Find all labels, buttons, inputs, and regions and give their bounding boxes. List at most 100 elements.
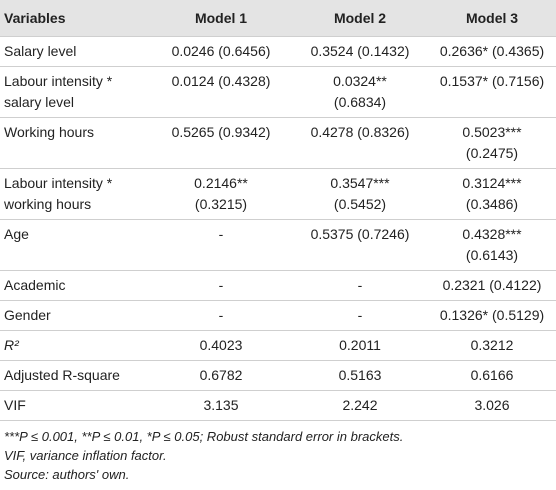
table-row: Gender - - 0.1326* (0.5129) [0, 300, 556, 331]
cell: 0.4328*** (0.6143) [428, 219, 556, 271]
cell: 0.2321 (0.4122) [428, 270, 556, 301]
cell-text: VIF [4, 397, 26, 413]
cell-text: 0.0246 (0.6456) [171, 43, 271, 59]
cell: 0.1326* (0.5129) [428, 300, 556, 331]
cell: 0.1537* (0.7156) [428, 66, 556, 118]
table-row: Adjusted R-square 0.6782 0.5163 0.6166 [0, 360, 556, 391]
cell: 0.3524 (0.1432) [292, 36, 428, 67]
cell: 0.3124*** (0.3486) [428, 168, 556, 220]
table-row: Labour intensity * salary level 0.0124 (0… [0, 66, 556, 118]
cell-text: 3.135 [203, 397, 239, 413]
cell: - [150, 219, 292, 271]
cell-text: 0.1326* (0.5129) [439, 307, 545, 323]
cell-text: Labour intensity * salary level [4, 73, 113, 110]
cell: - [292, 270, 428, 301]
cell-text: 0.5375 (0.7246) [310, 226, 410, 242]
cell-text: Academic [4, 277, 66, 293]
cell-text: 0.2011 [339, 337, 381, 353]
cell-text: 0.0124 (0.4328) [171, 73, 271, 89]
cell-text: 0.5163 [338, 367, 382, 383]
footnotes: ***P ≤ 0.001, **P ≤ 0.01, *P ≤ 0.05; Rob… [0, 421, 556, 490]
cell: 0.2146** (0.3215) [150, 168, 292, 220]
cell-text: 0.4278 (0.8326) [310, 124, 410, 140]
cell: 0.5163 [292, 360, 428, 391]
table-row: Labour intensity * working hours 0.2146**… [0, 168, 556, 220]
cell: 0.4278 (0.8326) [292, 117, 428, 169]
table-row: R² 0.4023 0.2011 0.3212 [0, 330, 556, 361]
cell: 0.3547*** (0.5452) [292, 168, 428, 220]
cell-text: 0.3547*** (0.5452) [330, 175, 390, 212]
cell: 0.5265 (0.9342) [150, 117, 292, 169]
cell-text: 0.3524 (0.1432) [310, 43, 410, 59]
cell-text: 0.6166 [470, 367, 514, 383]
cell-text: 0.2636* (0.4365) [439, 43, 545, 59]
cell-text: - [218, 307, 224, 323]
cell: 0.3212 [428, 330, 556, 361]
cell: 0.0124 (0.4328) [150, 66, 292, 118]
cell-text: 0.2321 (0.4122) [442, 277, 542, 293]
row-label: Gender [0, 300, 150, 331]
cell-text: - [357, 277, 363, 293]
cell: 0.6166 [428, 360, 556, 391]
table-body: Salary level 0.0246 (0.6456) 0.3524 (0.143… [0, 36, 556, 421]
table-row: VIF 3.135 2.242 3.026 [0, 390, 556, 421]
row-label: Labour intensity * working hours [0, 168, 150, 220]
cell-text: 0.2146** (0.3215) [194, 175, 248, 212]
cell: 2.242 [292, 390, 428, 421]
row-label: Age [0, 219, 150, 271]
header-cell: Model 1 [150, 0, 292, 37]
table-row: Age - 0.5375 (0.7246) 0.4328*** (0.6143) [0, 219, 556, 271]
cell: - [150, 300, 292, 331]
cell: 0.0246 (0.6456) [150, 36, 292, 67]
cell-text: R² [4, 337, 19, 353]
cell: 0.2011 [292, 330, 428, 361]
cell-text: 0.4328*** (0.6143) [462, 226, 522, 263]
table-row: Academic - - 0.2321 (0.4122) [0, 270, 556, 301]
row-label: Salary level [0, 36, 150, 67]
cell: 3.026 [428, 390, 556, 421]
results-table: Variables Model 1 Model 2 Model 3 Salary le… [0, 0, 556, 421]
row-label: Labour intensity * salary level [0, 66, 150, 118]
row-label: R² [0, 330, 150, 361]
header-cell: Variables [0, 0, 150, 37]
cell-text: 0.6782 [199, 367, 243, 383]
footnote: VIF, variance inflation factor. [4, 448, 167, 463]
cell: 0.6782 [150, 360, 292, 391]
cell: 0.2636* (0.4365) [428, 36, 556, 67]
cell: 0.5375 (0.7246) [292, 219, 428, 271]
cell-text: - [218, 226, 224, 242]
cell-text: 0.5265 (0.9342) [171, 124, 271, 140]
cell: 3.135 [150, 390, 292, 421]
header-cell: Model 2 [292, 0, 428, 37]
cell-text: Age [4, 226, 29, 242]
row-label: Working hours [0, 117, 150, 169]
table-row: Salary level 0.0246 (0.6456) 0.3524 (0.143… [0, 36, 556, 67]
cell: - [292, 300, 428, 331]
header-cell: Model 3 [428, 0, 556, 37]
row-label: Academic [0, 270, 150, 301]
cell-text: 3.026 [474, 397, 510, 413]
cell-text: - [218, 277, 224, 293]
table-row: Working hours 0.5265 (0.9342) 0.4278 (0.83… [0, 117, 556, 169]
header-row: Variables Model 1 Model 2 Model 3 [0, 0, 556, 37]
cell: - [150, 270, 292, 301]
cell-text: 0.3124*** (0.3486) [462, 175, 522, 212]
cell-text: 0.1537* (0.7156) [439, 73, 545, 89]
cell: 0.0324** (0.6834) [292, 66, 428, 118]
cell-text: Adjusted R-square [4, 367, 120, 383]
cell-text: 2.242 [342, 397, 378, 413]
cell-text: Labour intensity * working hours [4, 175, 113, 212]
cell-text: Working hours [4, 124, 95, 140]
cell-text: 0.4023 [199, 337, 243, 353]
cell: 0.4023 [150, 330, 292, 361]
cell-text: 0.0324** (0.6834) [333, 73, 387, 110]
row-label: VIF [0, 390, 150, 421]
row-label: Adjusted R-square [0, 360, 150, 391]
footnote: ***P ≤ 0.001, **P ≤ 0.01, *P ≤ 0.05; Rob… [4, 429, 404, 444]
cell-text: Salary level [4, 43, 77, 59]
cell-text: - [357, 307, 363, 323]
cell-text: Gender [4, 307, 51, 323]
cell-text: 0.5023*** (0.2475) [462, 124, 522, 161]
cell-text: 0.3212 [470, 337, 514, 353]
